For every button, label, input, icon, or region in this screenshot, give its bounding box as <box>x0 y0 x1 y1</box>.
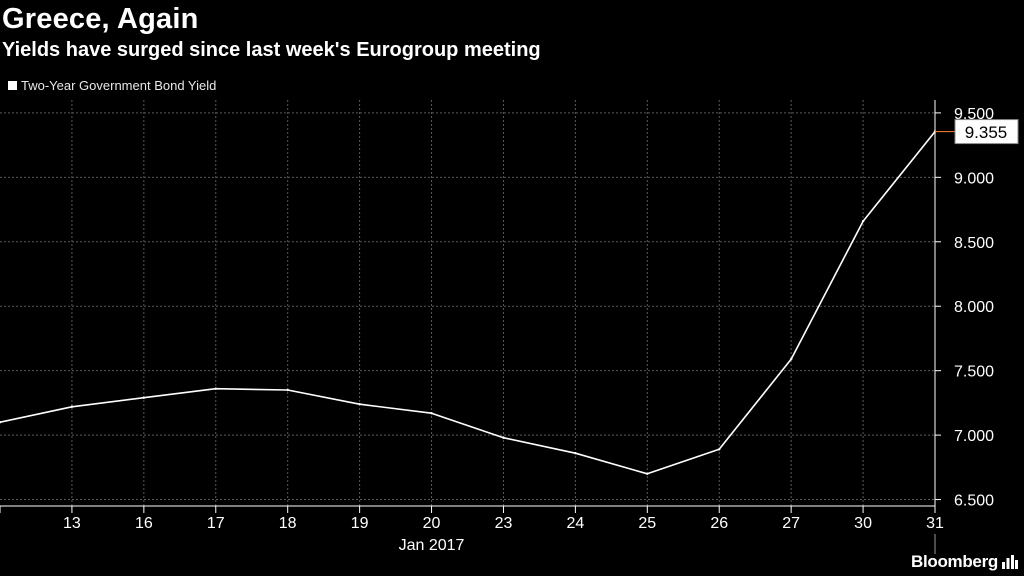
data-point <box>286 388 289 392</box>
y-tick-label: 8.000 <box>954 299 994 316</box>
data-point <box>430 412 433 415</box>
y-tick-label: 7.000 <box>954 428 994 445</box>
data-point <box>142 396 146 399</box>
legend-label: Two-Year Government Bond Yield <box>21 78 217 93</box>
x-tick-label: 13 <box>63 515 81 532</box>
data-point <box>574 451 577 455</box>
last-value-label: 9.355 <box>965 123 1008 142</box>
last-value-box <box>954 119 1019 145</box>
data-point <box>0 421 2 424</box>
y-tick-label: 6.500 <box>954 493 994 510</box>
data-point <box>502 436 505 439</box>
x-tick-label: 26 <box>710 515 728 532</box>
x-tick-label: 16 <box>135 515 153 532</box>
x-tick-label: 23 <box>495 515 513 532</box>
x-tick-label: 24 <box>566 515 584 532</box>
data-point <box>861 219 865 223</box>
x-tick-label: 30 <box>854 515 872 532</box>
data-point <box>214 387 217 390</box>
legend-swatch <box>8 81 17 90</box>
data-point <box>789 357 793 361</box>
x-tick-label: 25 <box>638 515 656 532</box>
chart-title: Greece, Again <box>2 3 199 35</box>
x-tick-label: 18 <box>279 515 297 532</box>
bloomberg-bars-icon <box>1002 555 1018 569</box>
y-tick-label: 9.500 <box>954 106 994 123</box>
y-tick-label: 9.000 <box>954 170 994 187</box>
x-axis-label: Jan 2017 <box>399 537 465 554</box>
data-point <box>70 405 74 408</box>
data-point <box>358 402 361 406</box>
data-point <box>718 448 721 451</box>
x-tick-label: 17 <box>207 515 225 532</box>
y-tick-label: 8.500 <box>954 235 994 252</box>
series-line <box>0 131 936 475</box>
data-point <box>646 472 649 475</box>
x-tick-label: 31 <box>926 515 944 532</box>
y-tick-label: 7.500 <box>954 364 994 381</box>
bloomberg-logo: Bloomberg <box>910 552 998 571</box>
chart-subtitle: Yields have surged since last week's Eur… <box>2 39 541 61</box>
x-tick-label: 20 <box>423 515 441 532</box>
x-tick-label: 19 <box>351 515 369 532</box>
legend: Two-Year Government Bond Yield <box>8 78 216 93</box>
x-tick-label: 27 <box>782 515 800 532</box>
